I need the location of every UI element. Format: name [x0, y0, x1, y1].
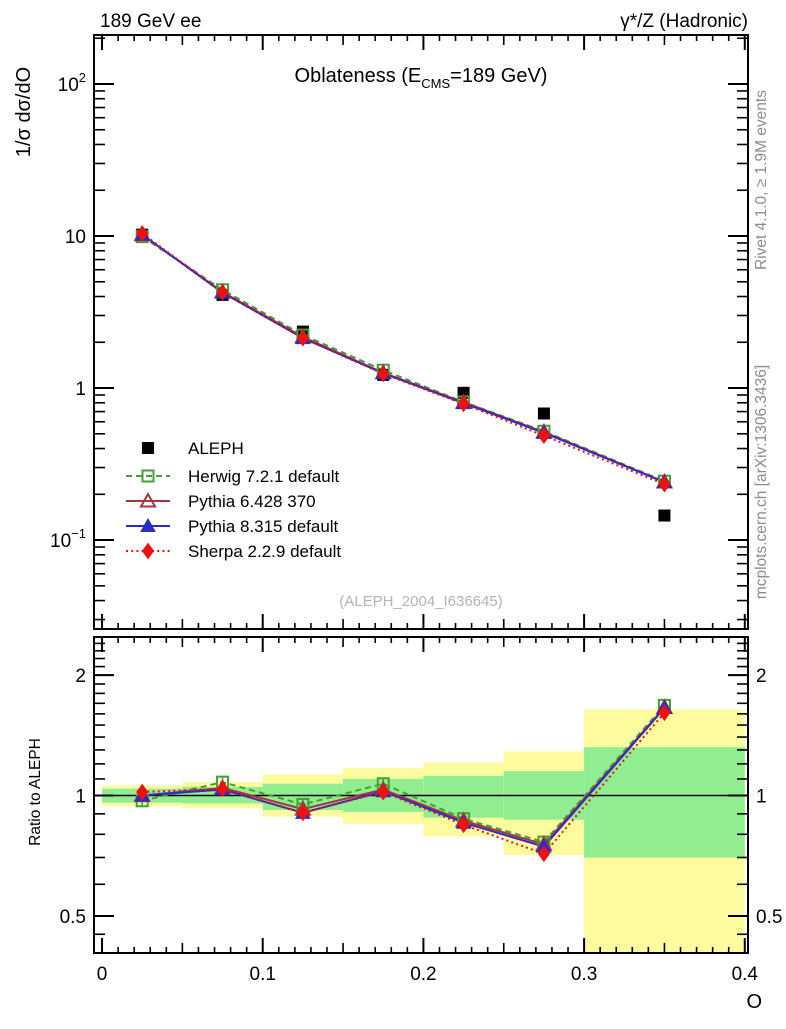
marker-diamond-filled [136, 225, 149, 242]
ratio-ytick-label-left: 0.5 [60, 907, 86, 928]
marker-diamond-filled [296, 804, 310, 822]
xtick-label: 0.3 [571, 964, 597, 985]
marker-diamond-filled [216, 284, 229, 301]
legend: ALEPH Herwig 7.2.1 default Pythia 6.428 37… [126, 439, 341, 561]
marker-diamond-filled [537, 845, 551, 863]
ratio-error-bands [102, 709, 745, 953]
ratio-ytick-label-left: 2 [75, 666, 86, 687]
legend-item-pythia-8-315-default: Pythia 8.315 default [126, 517, 339, 536]
ratio-series-group [133, 698, 674, 863]
main-ytick-label: 1 [75, 379, 86, 400]
legend-item-pythia-6-428-370: Pythia 6.428 370 [126, 491, 316, 511]
xtick-label: 0 [97, 964, 108, 985]
marker-diamond-filled [296, 329, 310, 347]
marker-diamond-filled [136, 783, 149, 801]
ratio-y-axis-label: Ratio to ALEPH [27, 738, 44, 846]
marker-square-filled [537, 407, 550, 420]
marker-square-open [141, 469, 155, 483]
legend-item-herwig-7-2-1-default: Herwig 7.2.1 default [126, 467, 339, 486]
markers-sherpa-2-2-9-default [136, 704, 671, 863]
marker-diamond-filled [377, 365, 390, 383]
legend-label: Sherpa 2.2.9 default [188, 542, 341, 561]
marker-diamond-filled [377, 783, 390, 801]
legend-item-sherpa-2-2-9-default: Sherpa 2.2.9 default [126, 542, 341, 561]
x-axis-label: O [746, 991, 762, 1013]
xtick-label: 0.2 [410, 964, 436, 985]
legend-label: Pythia 8.315 default [188, 517, 339, 536]
marker-square-filled [142, 442, 154, 454]
markers-sherpa-2-2-9-default [136, 225, 671, 493]
main-series-group [133, 225, 674, 522]
marker-diamond-filled [658, 475, 671, 493]
mcplots-site-note: mcplots.cern.ch [arXiv:1306.3436] [753, 365, 770, 599]
rivet-version-note: Rivet 4.1.0, ≥ 1.9M events [753, 90, 770, 270]
main-panel-frame [93, 34, 749, 630]
legend-label: Herwig 7.2.1 default [188, 467, 339, 486]
plot-title: Oblateness (ECMS=189 GeV) [295, 65, 548, 91]
xtick-label: 0.1 [250, 964, 276, 985]
main-ytick-label: 102 [58, 70, 86, 96]
marker-square-filled [658, 509, 671, 522]
header-left-label: 189 GeV ee [100, 11, 201, 32]
axis-tick-labels: 102 10 1 10−1 2 2 1 1 0.5 0.5 0 0.1 0.2 0.3 0.4 [50, 70, 782, 985]
legend-label: ALEPH [188, 439, 244, 458]
marker-triangle-open [139, 491, 157, 508]
legend-item-aleph: ALEPH [142, 439, 244, 458]
ratio-ytick-label-right: 2 [756, 666, 767, 687]
band-green-bin7 [584, 747, 745, 858]
legend-label: Pythia 6.428 370 [188, 492, 316, 511]
axis-ticks [94, 35, 748, 953]
marker-diamond-filled [457, 395, 470, 413]
ratio-panel-frame [93, 636, 749, 954]
watermark-label: (ALEPH_2004_I636645) [339, 593, 502, 610]
marker-diamond-filled [141, 542, 155, 560]
marker-triangle-filled [140, 517, 156, 532]
main-y-axis-label: 1/σ dσ/dO [13, 67, 35, 157]
ratio-ytick-label-right: 0.5 [756, 907, 782, 928]
header-right-label: γ*/Z (Hadronic) [620, 11, 748, 32]
marker-diamond-filled [537, 427, 551, 445]
marker-diamond-filled [457, 816, 470, 834]
marker-diamond-filled [216, 780, 229, 798]
main-ytick-label: 10−1 [50, 526, 86, 552]
xtick-label: 0.4 [732, 964, 759, 985]
ratio-ytick-label-left: 1 [75, 787, 86, 808]
ratio-ytick-label-right: 1 [756, 787, 767, 808]
marker-diamond-filled [658, 704, 671, 722]
main-ytick-label: 10 [65, 227, 86, 248]
